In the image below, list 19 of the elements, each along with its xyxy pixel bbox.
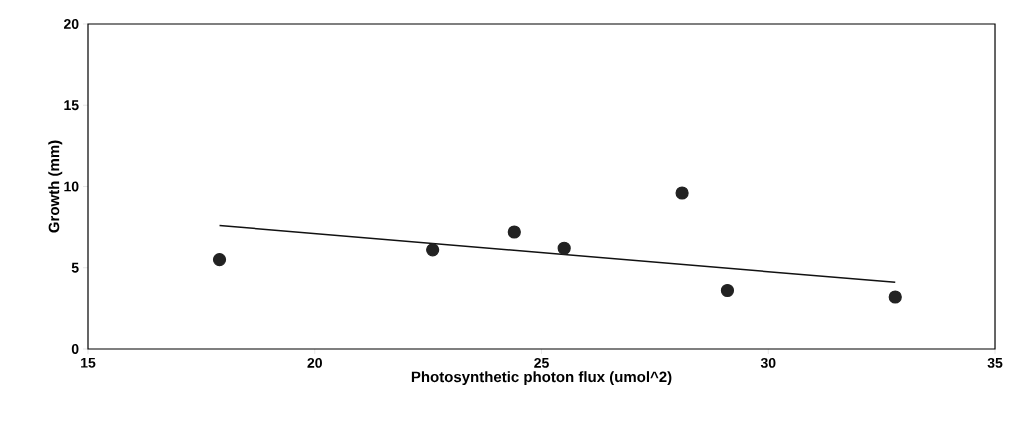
x-tick-label: 15	[81, 357, 96, 368]
y-tick-label: 20	[63, 19, 79, 29]
point	[426, 243, 440, 257]
point	[675, 186, 689, 200]
x-tick-label: 35	[987, 357, 1003, 368]
point	[557, 241, 571, 255]
x-axis-title: Photosynthetic photon flux (umol^2)	[411, 371, 672, 386]
y-tick-label: 5	[71, 262, 79, 273]
x-tick-label: 20	[307, 357, 322, 368]
point	[212, 253, 227, 267]
y-tick-label: 0	[71, 344, 79, 354]
y-tick-label: 10	[64, 181, 79, 192]
x-tick-label: 25	[534, 357, 549, 368]
point	[507, 225, 521, 239]
y-axis-title: Growth (mm)	[48, 140, 63, 233]
point	[888, 290, 902, 304]
x-tick-label: 30	[760, 357, 776, 368]
y-tick-label: 15	[64, 100, 79, 111]
point	[720, 283, 735, 298]
